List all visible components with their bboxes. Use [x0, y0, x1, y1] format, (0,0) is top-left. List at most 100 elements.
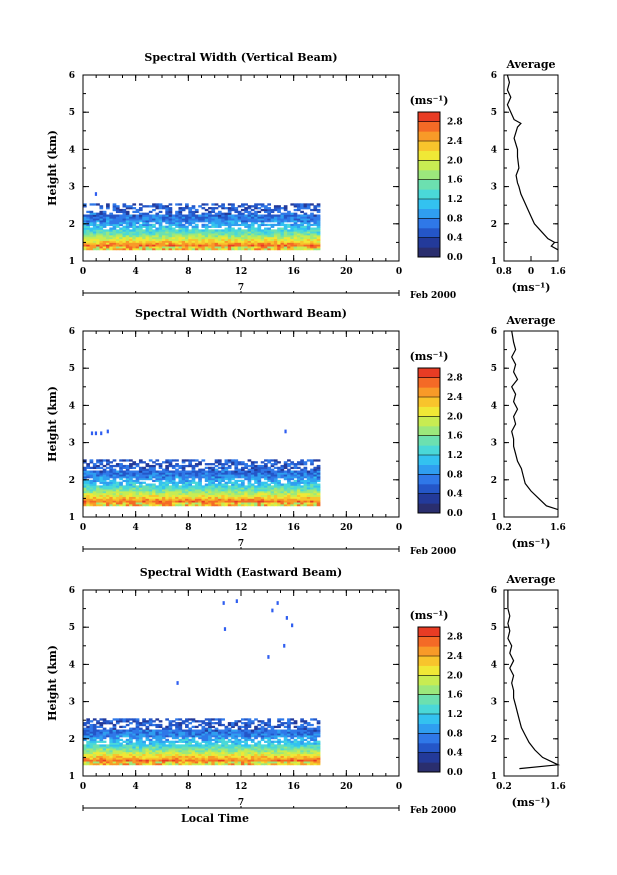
heatmap-cell [125, 477, 130, 481]
heatmap-cell [273, 490, 278, 494]
heatmap-cell [129, 503, 133, 507]
heatmap-cell [132, 759, 137, 762]
heatmap-cell [280, 229, 285, 232]
heatmap-cell [224, 736, 229, 740]
heatmap-cell [119, 208, 123, 212]
heatmap-cell [83, 487, 87, 490]
heatmap-cell [92, 748, 97, 751]
heatmap-cell [142, 218, 146, 221]
heatmap-cell [217, 757, 222, 760]
heatmap-cell [270, 234, 275, 238]
heatmap-cell [194, 759, 199, 762]
heatmap-cell [214, 748, 219, 751]
heatmap-cell [227, 233, 232, 236]
heatmap-cell [244, 761, 248, 764]
heatmap-cell [148, 470, 153, 473]
heatmap-cell [221, 731, 225, 734]
heatmap-cell [171, 748, 176, 751]
heatmap-cell [201, 223, 206, 227]
heatmap-cell [83, 229, 87, 232]
heatmap-cell [296, 231, 301, 234]
heatmap-cell [115, 234, 120, 238]
heatmap-cell [92, 733, 97, 736]
heatmap-cell [254, 492, 258, 496]
heatmap-cell [198, 244, 202, 247]
heatmap-cell [89, 474, 94, 477]
heatmap-cell [277, 247, 281, 251]
heatmap-cell [241, 740, 245, 743]
heatmap-cell [142, 744, 146, 747]
heatmap-cell [270, 759, 275, 762]
heatmap-cell [264, 489, 268, 492]
heatmap-cell [224, 236, 229, 240]
heatmap-cell [241, 762, 245, 766]
heatmap-cell [83, 749, 87, 753]
heatmap-cell [208, 214, 212, 217]
heatmap-cell [194, 238, 199, 241]
heatmap-cell [198, 490, 202, 494]
heatmap-cell [188, 753, 193, 756]
heatmap-cell [155, 759, 160, 762]
heatmap-cell [125, 492, 130, 496]
heatmap-cell [171, 231, 176, 234]
heatmap-cell [115, 738, 120, 742]
heatmap-cell [244, 746, 248, 749]
heatmap-cell [303, 490, 308, 494]
heatmap-cell [158, 761, 163, 764]
heatmap-cell [241, 746, 245, 749]
heatmap-cell [99, 502, 104, 505]
heatmap-cell [185, 477, 189, 481]
heatmap-cell [247, 744, 252, 747]
heatmap-cell [112, 474, 117, 477]
heatmap-cell [162, 744, 166, 747]
heatmap-cell [250, 234, 255, 238]
heatmap-cell [168, 476, 173, 479]
heatmap-cell [181, 759, 186, 762]
heatmap-cell [175, 476, 179, 479]
heatmap-cell [310, 461, 314, 464]
heatmap-cell [162, 238, 166, 241]
heatmap-cell [270, 755, 275, 758]
heatmap-cell [112, 208, 117, 212]
heatmap-cell [198, 753, 202, 756]
heatmap-cell [270, 744, 275, 747]
heatmap-cell [303, 207, 308, 210]
heatmap-cell [313, 470, 318, 473]
heatmap-cell [181, 474, 186, 477]
heatmap-cell [194, 740, 199, 743]
heatmap-cell [181, 740, 186, 743]
heatmap-cell [135, 221, 140, 225]
heatmap-cell [204, 727, 209, 730]
heatmap-cell [244, 722, 248, 725]
heatmap-cell [267, 487, 272, 490]
heatmap-cell [290, 757, 295, 760]
heatmap-cell [201, 490, 206, 494]
heatmap-cell [145, 748, 150, 751]
heatmap-cell [102, 474, 107, 477]
heatmap-cell [138, 746, 143, 749]
heatmap-cell [204, 466, 209, 470]
heatmap-cell [257, 490, 262, 494]
heatmap-cell [221, 477, 225, 481]
heatmap-cell [283, 498, 288, 501]
heatmap-cell [204, 489, 209, 492]
heatmap-cell [191, 247, 196, 251]
heatmap-cell [185, 749, 189, 753]
heatmap-cell [241, 220, 245, 223]
heatmap-cell [247, 490, 252, 494]
heatmap-cell [296, 742, 301, 745]
heatmap-cell [96, 496, 100, 499]
heatmap-cell [283, 749, 288, 753]
heatmap-cell [90, 431, 94, 436]
heatmap-cell [102, 502, 107, 505]
heatmap-cell [119, 757, 123, 760]
profile-y-tick-label: 6 [491, 71, 497, 81]
heatmap-cell [138, 490, 143, 494]
heatmap-cell [92, 477, 97, 481]
heatmap-cell [221, 746, 225, 749]
heatmap-cell [89, 735, 94, 738]
heatmap-cell [125, 242, 130, 245]
heatmap-cell [306, 494, 311, 497]
heatmap-cell [181, 247, 186, 251]
heatmap-cell [290, 216, 295, 219]
